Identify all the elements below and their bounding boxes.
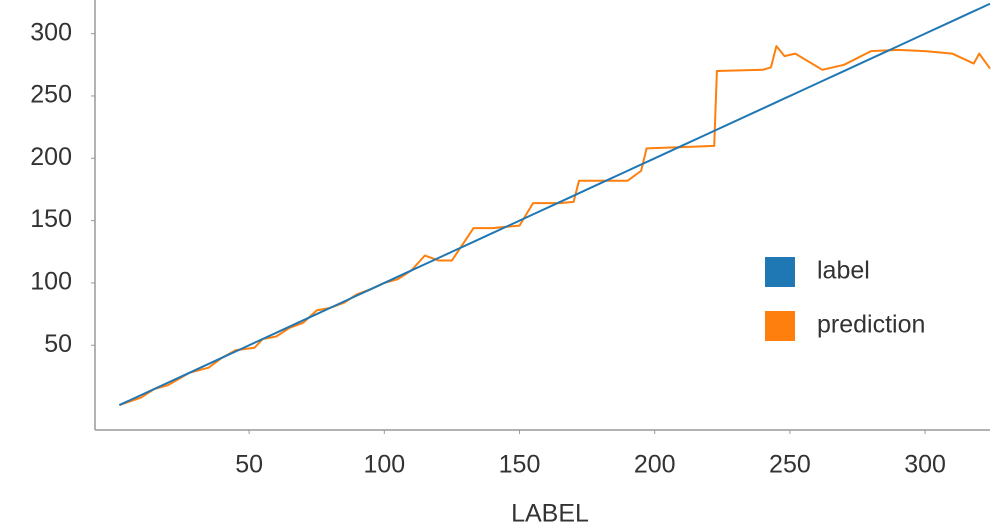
line-series <box>119 45 991 407</box>
y-tick-label: 250 <box>30 81 72 109</box>
x-tick-label: 150 <box>499 451 541 479</box>
line-series <box>118 2 991 406</box>
legend-label: label <box>817 257 870 285</box>
x-tick-label: 50 <box>235 451 263 479</box>
y-tick-label: 100 <box>30 268 72 296</box>
legend-swatch <box>765 311 795 341</box>
x-tick-label: 250 <box>769 451 811 479</box>
y-tick-label: 50 <box>44 330 72 358</box>
legend-label: prediction <box>817 311 925 339</box>
y-tick-label: 300 <box>30 18 72 46</box>
x-tick-label: 300 <box>904 451 946 479</box>
x-tick-label: 100 <box>363 451 405 479</box>
legend-swatch <box>765 257 795 287</box>
x-axis-label: LABEL <box>511 500 589 528</box>
y-tick-label: 200 <box>30 143 72 171</box>
y-tick-label: 150 <box>30 205 72 233</box>
x-tick-label: 200 <box>634 451 676 479</box>
